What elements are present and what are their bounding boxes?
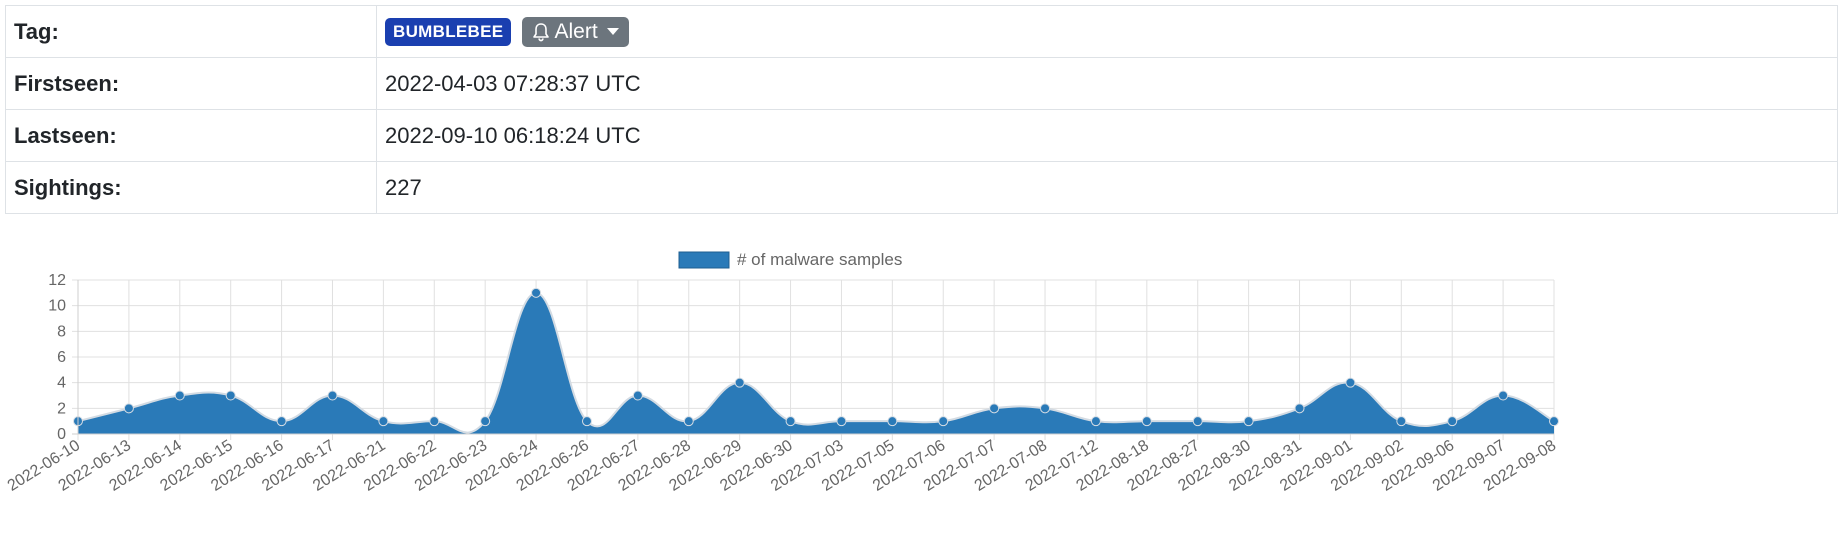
y-tick-label: 8 xyxy=(57,323,66,340)
data-point[interactable] xyxy=(786,417,795,426)
data-point[interactable] xyxy=(1448,417,1457,426)
y-tick-label: 4 xyxy=(57,375,66,392)
data-point[interactable] xyxy=(684,417,693,426)
data-point[interactable] xyxy=(735,378,744,387)
y-tick-label: 2 xyxy=(57,400,66,417)
lastseen-value: 2022-09-10 06:18:24 UTC xyxy=(377,110,1838,162)
legend-swatch xyxy=(679,252,729,268)
data-point[interactable] xyxy=(1041,404,1050,413)
lastseen-label: Lastseen: xyxy=(6,110,377,162)
data-point[interactable] xyxy=(633,391,642,400)
firstseen-row: Firstseen: 2022-04-03 07:28:37 UTC xyxy=(6,58,1838,110)
data-point[interactable] xyxy=(1193,417,1202,426)
firstseen-label: Firstseen: xyxy=(6,58,377,110)
caret-down-icon xyxy=(607,28,619,35)
sightings-value: 227 xyxy=(377,162,1838,214)
data-point[interactable] xyxy=(939,417,948,426)
sightings-row: Sightings: 227 xyxy=(6,162,1838,214)
malware-info-table: Tag: BUMBLEBEE Alert Firstseen: 2022-04-… xyxy=(5,5,1838,214)
tag-label: Tag: xyxy=(6,6,377,58)
data-point[interactable] xyxy=(1091,417,1100,426)
data-point[interactable] xyxy=(430,417,439,426)
data-point[interactable] xyxy=(175,391,184,400)
data-point[interactable] xyxy=(1346,378,1355,387)
x-axis-ticks: 2022-06-102022-06-132022-06-142022-06-15… xyxy=(5,437,1560,495)
y-axis-ticks: 0 2 4 6 8 10 12 xyxy=(48,272,66,443)
data-point[interactable] xyxy=(226,391,235,400)
bell-icon xyxy=(532,22,550,42)
data-point[interactable] xyxy=(379,417,388,426)
data-point[interactable] xyxy=(1499,391,1508,400)
firstseen-value: 2022-04-03 07:28:37 UTC xyxy=(377,58,1838,110)
lastseen-row: Lastseen: 2022-09-10 06:18:24 UTC xyxy=(6,110,1838,162)
series-area xyxy=(78,293,1554,434)
data-point[interactable] xyxy=(277,417,286,426)
y-tick-label: 6 xyxy=(57,349,66,366)
sightings-label: Sightings: xyxy=(6,162,377,214)
data-point[interactable] xyxy=(990,404,999,413)
data-point[interactable] xyxy=(1397,417,1406,426)
tag-value: BUMBLEBEE Alert xyxy=(377,6,1838,58)
data-point[interactable] xyxy=(1244,417,1253,426)
chart-legend[interactable]: # of malware samples xyxy=(679,250,902,269)
data-point[interactable] xyxy=(481,417,490,426)
y-tick-label: 10 xyxy=(48,298,66,315)
y-tick-label: 12 xyxy=(48,272,66,289)
data-point[interactable] xyxy=(888,417,897,426)
alert-button-label: Alert xyxy=(555,20,598,44)
malware-samples-chart: # of malware samples 0 2 4 6 8 10 12 2022-06-10 2… xyxy=(0,240,1840,558)
data-point[interactable] xyxy=(1550,417,1559,426)
data-point[interactable] xyxy=(1142,417,1151,426)
tag-badge[interactable]: BUMBLEBEE xyxy=(385,18,511,46)
data-point[interactable] xyxy=(328,391,337,400)
alert-dropdown-button[interactable]: Alert xyxy=(522,17,629,47)
y-tick-label: 0 xyxy=(57,426,66,443)
data-point[interactable] xyxy=(532,288,541,297)
data-point[interactable] xyxy=(124,404,133,413)
data-point[interactable] xyxy=(1295,404,1304,413)
tag-row: Tag: BUMBLEBEE Alert xyxy=(6,6,1838,58)
data-point[interactable] xyxy=(582,417,591,426)
legend-label: # of malware samples xyxy=(737,250,902,269)
data-point[interactable] xyxy=(837,417,846,426)
